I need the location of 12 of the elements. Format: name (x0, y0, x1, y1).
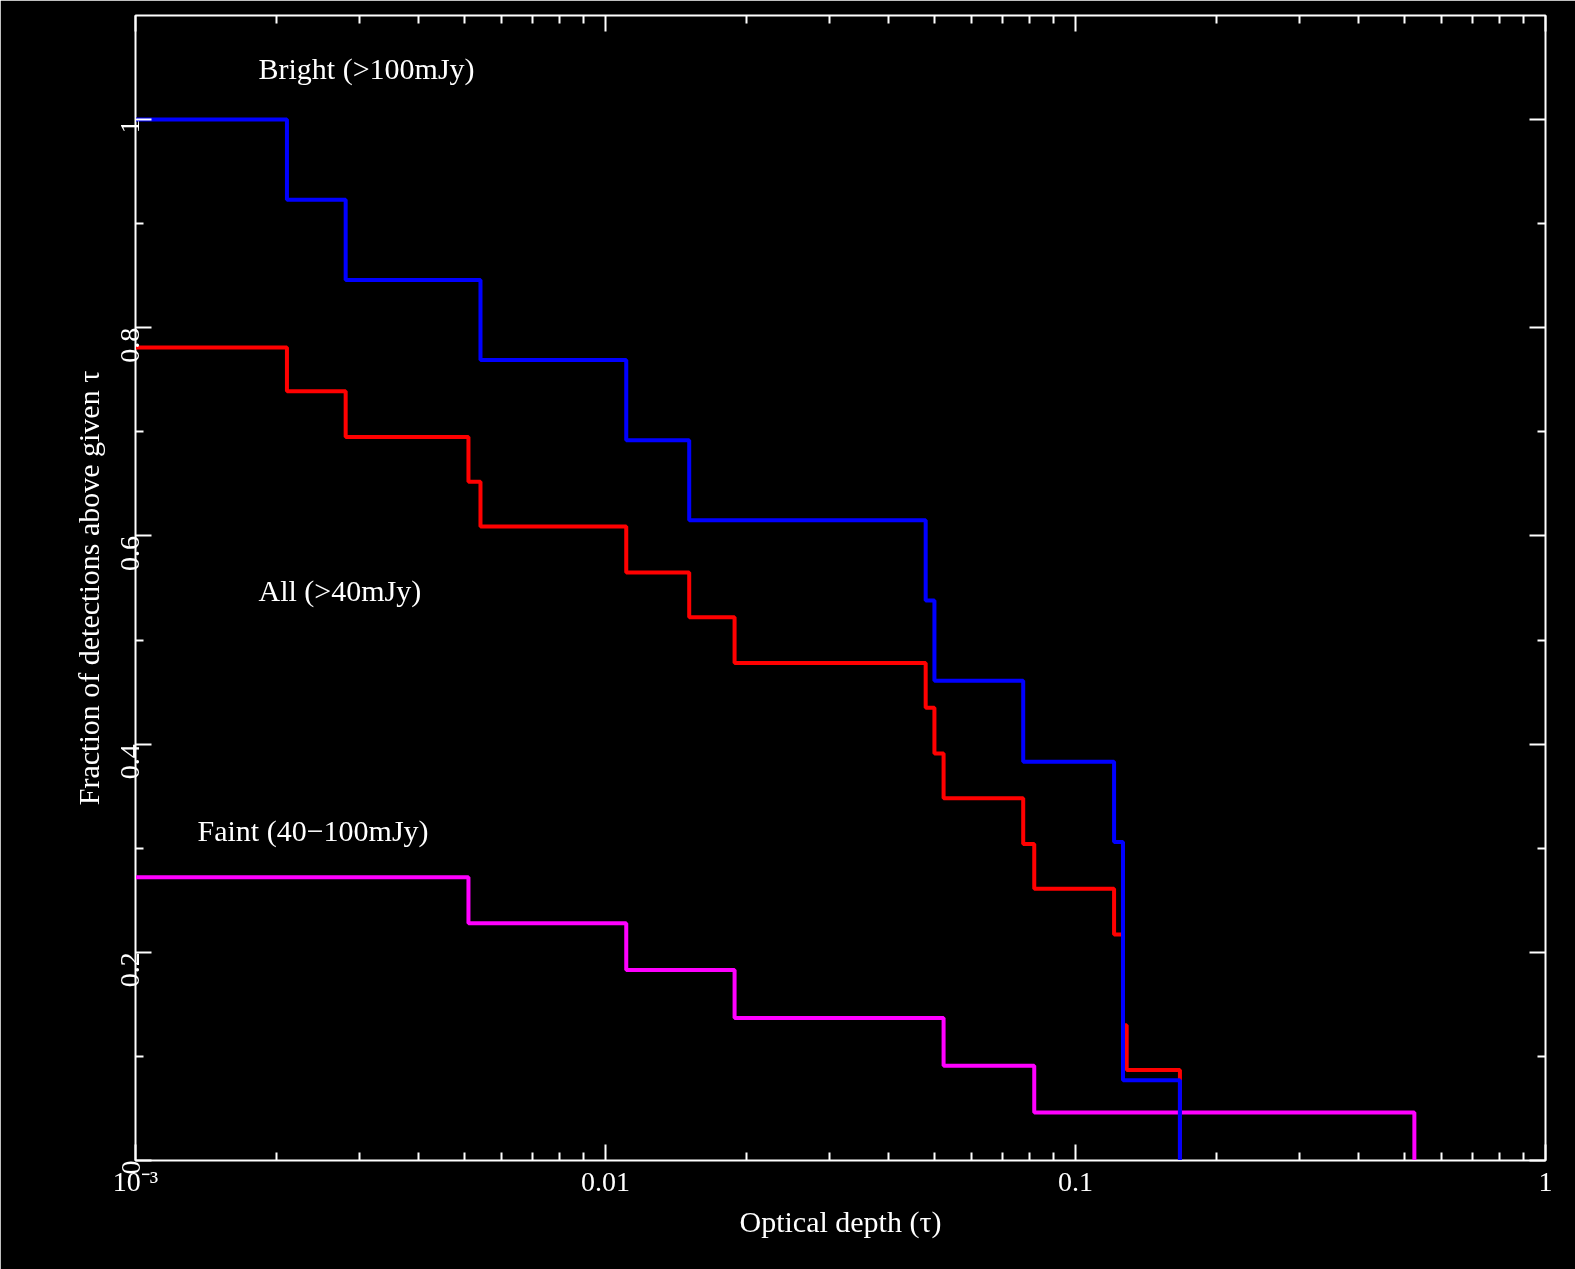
y-tick-label: 0.8 (114, 327, 146, 363)
x-tick-label: 0.1 (1058, 1165, 1093, 1197)
y-tick-label: 0.2 (114, 952, 146, 988)
series-label: Faint (40−100mJy) (197, 813, 429, 848)
x-axis-title: Optical depth (τ) (739, 1204, 942, 1239)
x-tick-label: 0.01 (581, 1165, 630, 1197)
y-axis-title: Fraction of detections above given τ (71, 370, 105, 806)
text: All (>40mJy) (258, 574, 422, 609)
y-tick-label: 1 (114, 119, 146, 134)
series-label: Bright (>100mJy) (258, 52, 475, 87)
x-tick-label: 1 (1538, 1165, 1553, 1197)
y-tick-label: 0.4 (114, 744, 146, 780)
